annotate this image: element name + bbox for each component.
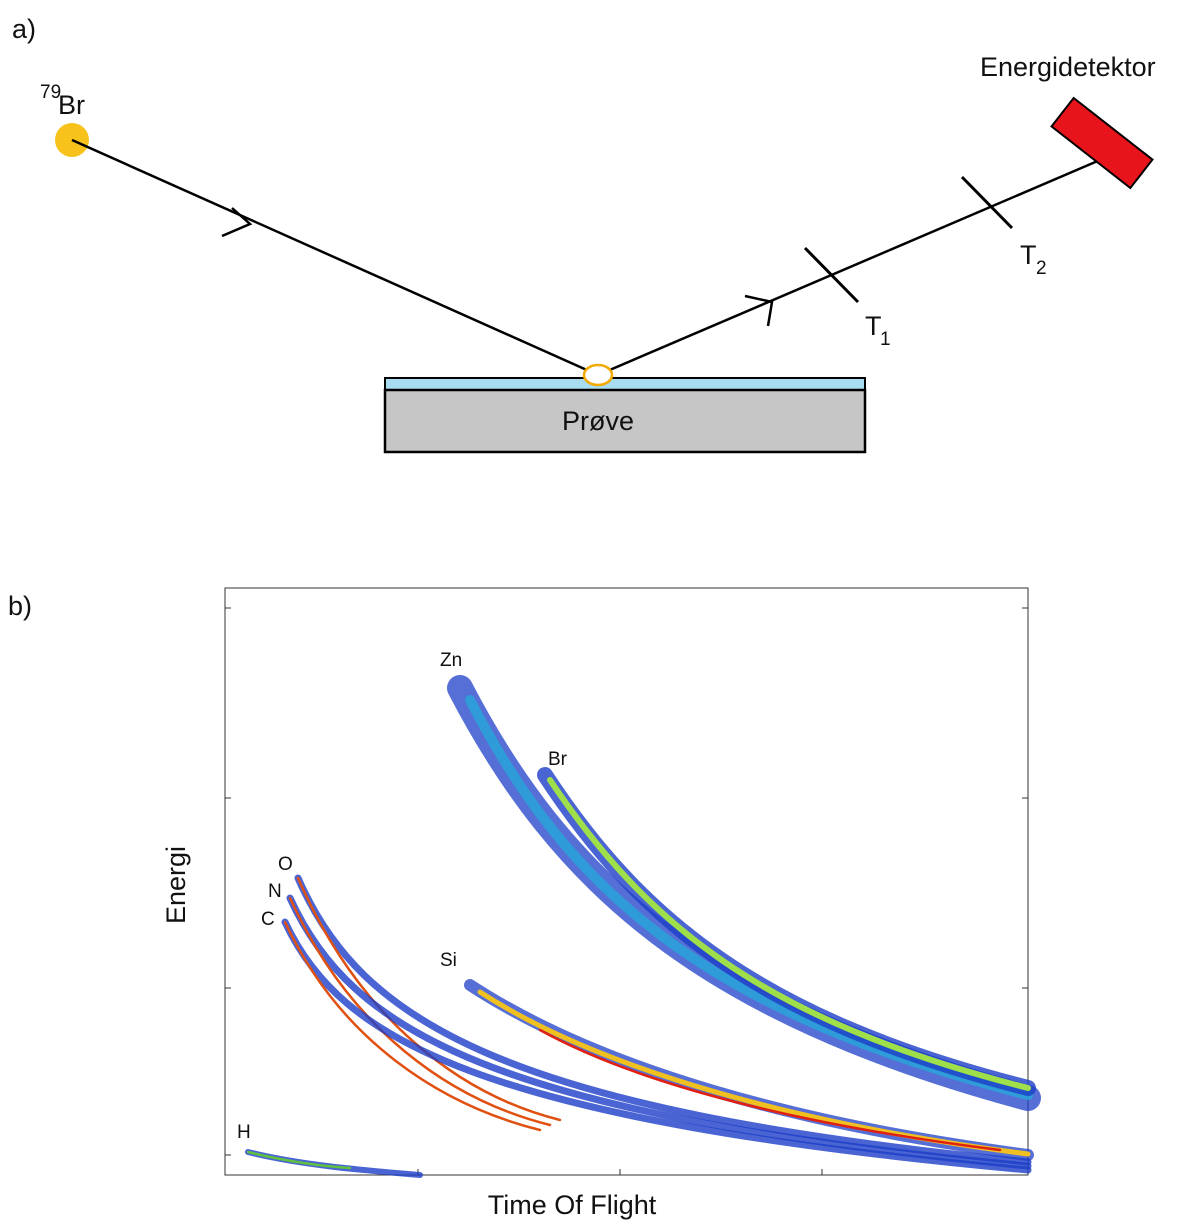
spectrum-bands (245, 675, 1041, 1178)
element-label: O (278, 854, 293, 875)
timer (960, 175, 1014, 230)
recoil-path (597, 158, 1101, 377)
sample (383, 388, 867, 454)
element-label: Zn (440, 650, 462, 671)
timer-label: T (865, 311, 882, 341)
element-label: H (237, 1122, 251, 1143)
impact-point (582, 363, 614, 387)
element-label: Br (548, 749, 568, 770)
timer-index: 2 (1036, 258, 1047, 279)
arrow (744, 294, 774, 327)
y-axis-label: Energi (161, 846, 191, 924)
detector-label: Energidetektor (980, 52, 1156, 82)
source-element: Br (58, 90, 85, 120)
panel-label: a) (12, 14, 36, 44)
panel-label: b) (8, 591, 32, 621)
arrow (221, 207, 253, 238)
timer-label: T (1020, 240, 1037, 270)
sample-label: Prøve (562, 406, 634, 436)
mass-number: 79 (40, 82, 61, 103)
element-label: Si (440, 950, 457, 971)
timer (803, 246, 860, 304)
timer-index: 1 (880, 329, 891, 350)
element-label: C (261, 909, 275, 930)
plot-frame (224, 587, 1029, 1176)
incident-beam (71, 138, 599, 377)
frame-ticks (225, 607, 1028, 1175)
x-axis-label: Time Of Flight (488, 1190, 657, 1220)
element-label: N (268, 881, 282, 902)
energy-detector (1050, 96, 1154, 190)
surface-layer (384, 377, 866, 391)
